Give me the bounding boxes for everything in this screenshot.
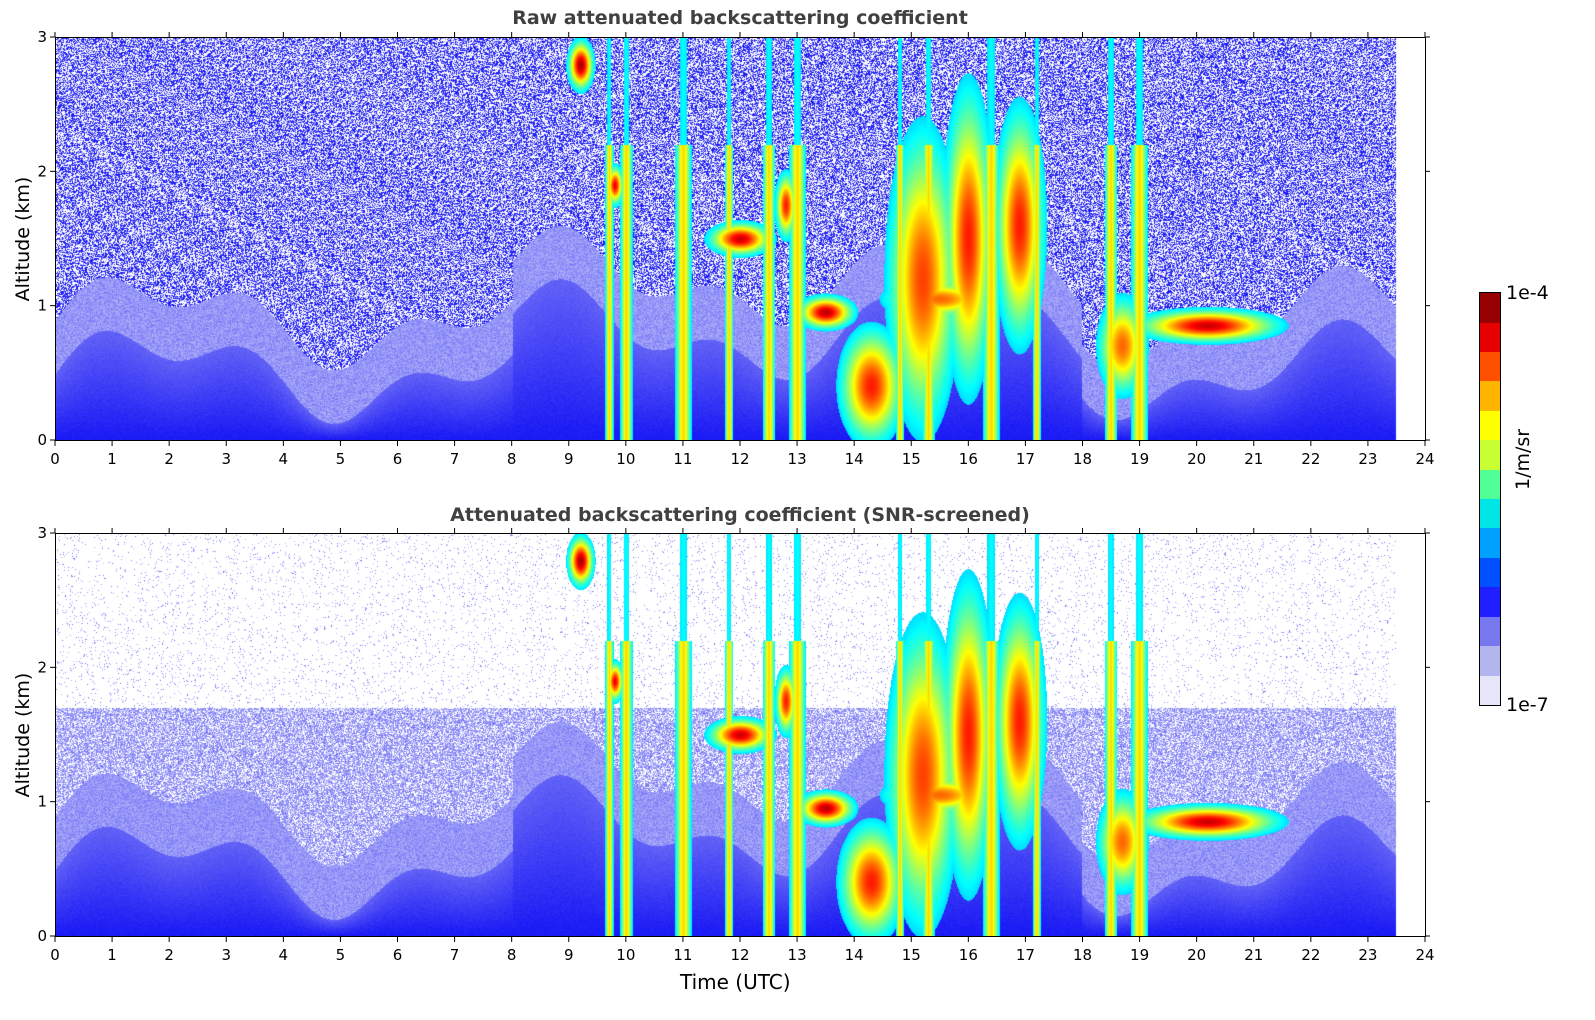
- x-tick-label: 13: [788, 450, 807, 468]
- top-plot-area: [55, 37, 1426, 441]
- x-tick-label: 1: [107, 450, 117, 468]
- x-tick-label: 22: [1301, 450, 1320, 468]
- bottom-plot-area: [55, 533, 1426, 937]
- y-tick-label: 1: [37, 297, 47, 315]
- x-tick-label: 17: [1016, 946, 1035, 964]
- x-tick-label: 12: [730, 946, 749, 964]
- colorbar-segment: [1480, 322, 1500, 352]
- x-tick-label: 2: [164, 450, 174, 468]
- x-tick-label: 18: [1073, 450, 1092, 468]
- y-tick-label: 3: [37, 524, 47, 542]
- colorbar-max-label: 1e-4: [1506, 282, 1549, 304]
- colorbar-segment: [1480, 675, 1500, 705]
- y-tick-label: 3: [37, 28, 47, 46]
- y-tick-label: 0: [37, 431, 47, 449]
- colorbar-min-label: 1e-7: [1506, 694, 1549, 716]
- x-axis-label: Time (UTC): [680, 970, 791, 994]
- x-tick-label: 18: [1073, 946, 1092, 964]
- x-tick-label: 19: [1130, 946, 1149, 964]
- x-tick-label: 10: [616, 450, 635, 468]
- x-tick-label: 23: [1358, 946, 1377, 964]
- x-tick-label: 6: [393, 946, 403, 964]
- x-tick-label: 3: [221, 450, 231, 468]
- x-tick-label: 12: [730, 450, 749, 468]
- colorbar-segment: [1480, 587, 1500, 617]
- x-tick-label: 20: [1187, 946, 1206, 964]
- x-tick-label: 22: [1301, 946, 1320, 964]
- x-tick-label: 6: [393, 450, 403, 468]
- x-tick-label: 14: [845, 946, 864, 964]
- x-tick-label: 9: [564, 946, 574, 964]
- y-tick-label: 0: [37, 927, 47, 945]
- colorbar-segment: [1480, 646, 1500, 676]
- x-tick-label: 0: [50, 946, 60, 964]
- x-tick-label: 9: [564, 450, 574, 468]
- colorbar-segment: [1480, 499, 1500, 529]
- colorbar-segment: [1480, 616, 1500, 647]
- x-tick-label: 21: [1244, 450, 1263, 468]
- colorbar-segment: [1480, 440, 1500, 470]
- x-tick-label: 24: [1415, 450, 1434, 468]
- colorbar: [1479, 292, 1501, 706]
- colorbar-segment: [1480, 381, 1500, 411]
- x-tick-label: 24: [1415, 946, 1434, 964]
- y-tick-label: 1: [37, 793, 47, 811]
- colorbar-segment: [1480, 410, 1500, 441]
- bottom-heatmap: [56, 534, 1425, 936]
- colorbar-segment: [1480, 351, 1500, 382]
- x-tick-label: 10: [616, 946, 635, 964]
- x-tick-label: 19: [1130, 450, 1149, 468]
- x-tick-label: 21: [1244, 946, 1263, 964]
- colorbar-segment: [1480, 557, 1500, 588]
- x-tick-label: 4: [279, 450, 289, 468]
- x-tick-label: 11: [673, 946, 692, 964]
- x-tick-label: 23: [1358, 450, 1377, 468]
- x-tick-label: 15: [902, 946, 921, 964]
- x-tick-label: 4: [279, 946, 289, 964]
- x-tick-label: 0: [50, 450, 60, 468]
- x-tick-label: 1: [107, 946, 117, 964]
- x-tick-label: 17: [1016, 450, 1035, 468]
- x-tick-label: 16: [959, 450, 978, 468]
- x-tick-label: 5: [336, 946, 346, 964]
- top-heatmap: [56, 38, 1425, 440]
- x-tick-label: 8: [507, 946, 517, 964]
- bottom-chart-title: Attenuated backscattering coefficient (S…: [450, 504, 1030, 526]
- x-tick-label: 16: [959, 946, 978, 964]
- x-tick-label: 15: [902, 450, 921, 468]
- x-tick-label: 14: [845, 450, 864, 468]
- y-tick-label: 2: [37, 658, 47, 676]
- y-tick-label: 2: [37, 162, 47, 180]
- x-tick-label: 7: [450, 450, 460, 468]
- colorbar-gradient: [1480, 293, 1500, 705]
- x-tick-label: 13: [788, 946, 807, 964]
- colorbar-segment: [1480, 293, 1500, 323]
- colorbar-unit-label: 1/m/sr: [1512, 428, 1534, 490]
- x-tick-label: 5: [336, 450, 346, 468]
- colorbar-segment: [1480, 528, 1500, 558]
- x-tick-label: 11: [673, 450, 692, 468]
- x-tick-label: 3: [221, 946, 231, 964]
- x-tick-label: 8: [507, 450, 517, 468]
- colorbar-segment: [1480, 469, 1500, 500]
- x-tick-label: 7: [450, 946, 460, 964]
- x-tick-label: 20: [1187, 450, 1206, 468]
- x-tick-label: 2: [164, 946, 174, 964]
- top-chart-title: Raw attenuated backscattering coefficien…: [512, 7, 968, 29]
